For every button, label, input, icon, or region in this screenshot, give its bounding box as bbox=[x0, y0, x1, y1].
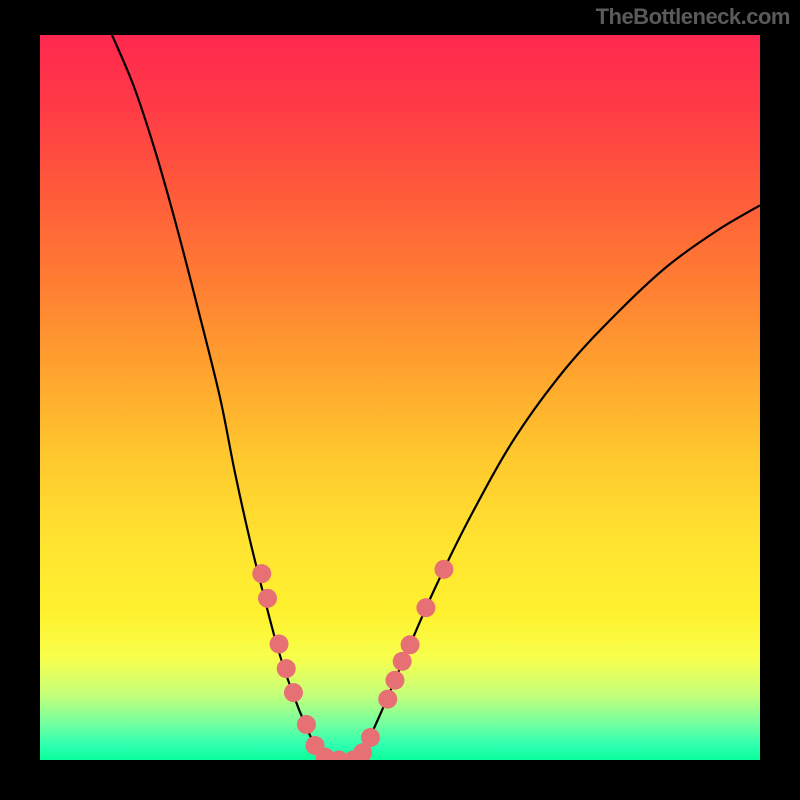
chart-svg bbox=[0, 0, 800, 800]
marker-point bbox=[270, 635, 289, 654]
marker-point bbox=[297, 715, 316, 734]
marker-point bbox=[252, 564, 271, 583]
marker-point bbox=[284, 683, 303, 702]
marker-point bbox=[277, 659, 296, 678]
marker-point bbox=[361, 728, 380, 747]
plot-area bbox=[40, 35, 760, 760]
marker-point bbox=[385, 671, 404, 690]
marker-point bbox=[416, 598, 435, 617]
chart-container: TheBottleneck.com bbox=[0, 0, 800, 800]
marker-point bbox=[434, 560, 453, 579]
marker-point bbox=[378, 690, 397, 709]
marker-point bbox=[393, 652, 412, 671]
marker-point bbox=[401, 635, 420, 654]
watermark-text: TheBottleneck.com bbox=[596, 4, 790, 30]
marker-point bbox=[258, 589, 277, 608]
